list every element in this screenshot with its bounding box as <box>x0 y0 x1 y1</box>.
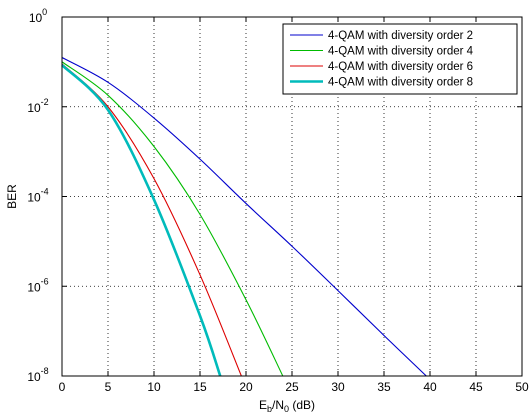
x-tick-label: 45 <box>469 380 483 394</box>
axis-ticks <box>61 16 523 377</box>
x-tick-label: 30 <box>331 380 345 394</box>
x-tick-label: 5 <box>105 380 112 394</box>
x-tick-label: 20 <box>239 380 253 394</box>
x-tick-label: 35 <box>377 380 391 394</box>
x-tick-label: 40 <box>423 380 437 394</box>
series-line-3 <box>61 63 242 377</box>
x-tick-label: 0 <box>59 380 66 394</box>
x-tick-label: 15 <box>193 380 207 394</box>
legend: 4-QAM with diversity order 2 4-QAM with d… <box>282 23 518 95</box>
series-line-2 <box>61 61 284 377</box>
x-tick-label: 25 <box>285 380 299 394</box>
x-axis-label: Eb/N0 (dB) <box>259 398 315 414</box>
y-tick-label: 10-8 <box>27 366 48 384</box>
series-line-1 <box>61 57 427 377</box>
y-tick-labels: 10-8 10-6 10-4 10-2 100 <box>27 7 48 384</box>
x-tick-label: 10 <box>147 380 161 394</box>
legend-label-1: 4-QAM with diversity order 2 <box>328 30 473 42</box>
y-tick-label: 10-6 <box>27 276 48 294</box>
series-lines <box>61 57 427 377</box>
grid-lines <box>62 17 522 376</box>
legend-label-2: 4-QAM with diversity order 4 <box>328 46 474 58</box>
y-tick-label: 10-2 <box>27 97 48 115</box>
x-tick-label: 50 <box>515 380 529 394</box>
y-tick-label: 100 <box>29 7 47 25</box>
series-line-4 <box>61 64 222 377</box>
x-tick-labels: 0 5 10 15 20 25 30 35 40 45 50 <box>59 380 529 394</box>
y-tick-label: 10-4 <box>27 187 48 205</box>
legend-label-3: 4-QAM with diversity order 6 <box>328 61 473 73</box>
y-axis-label: BER <box>5 184 19 209</box>
legend-label-4: 4-QAM with diversity order 8 <box>328 77 473 89</box>
